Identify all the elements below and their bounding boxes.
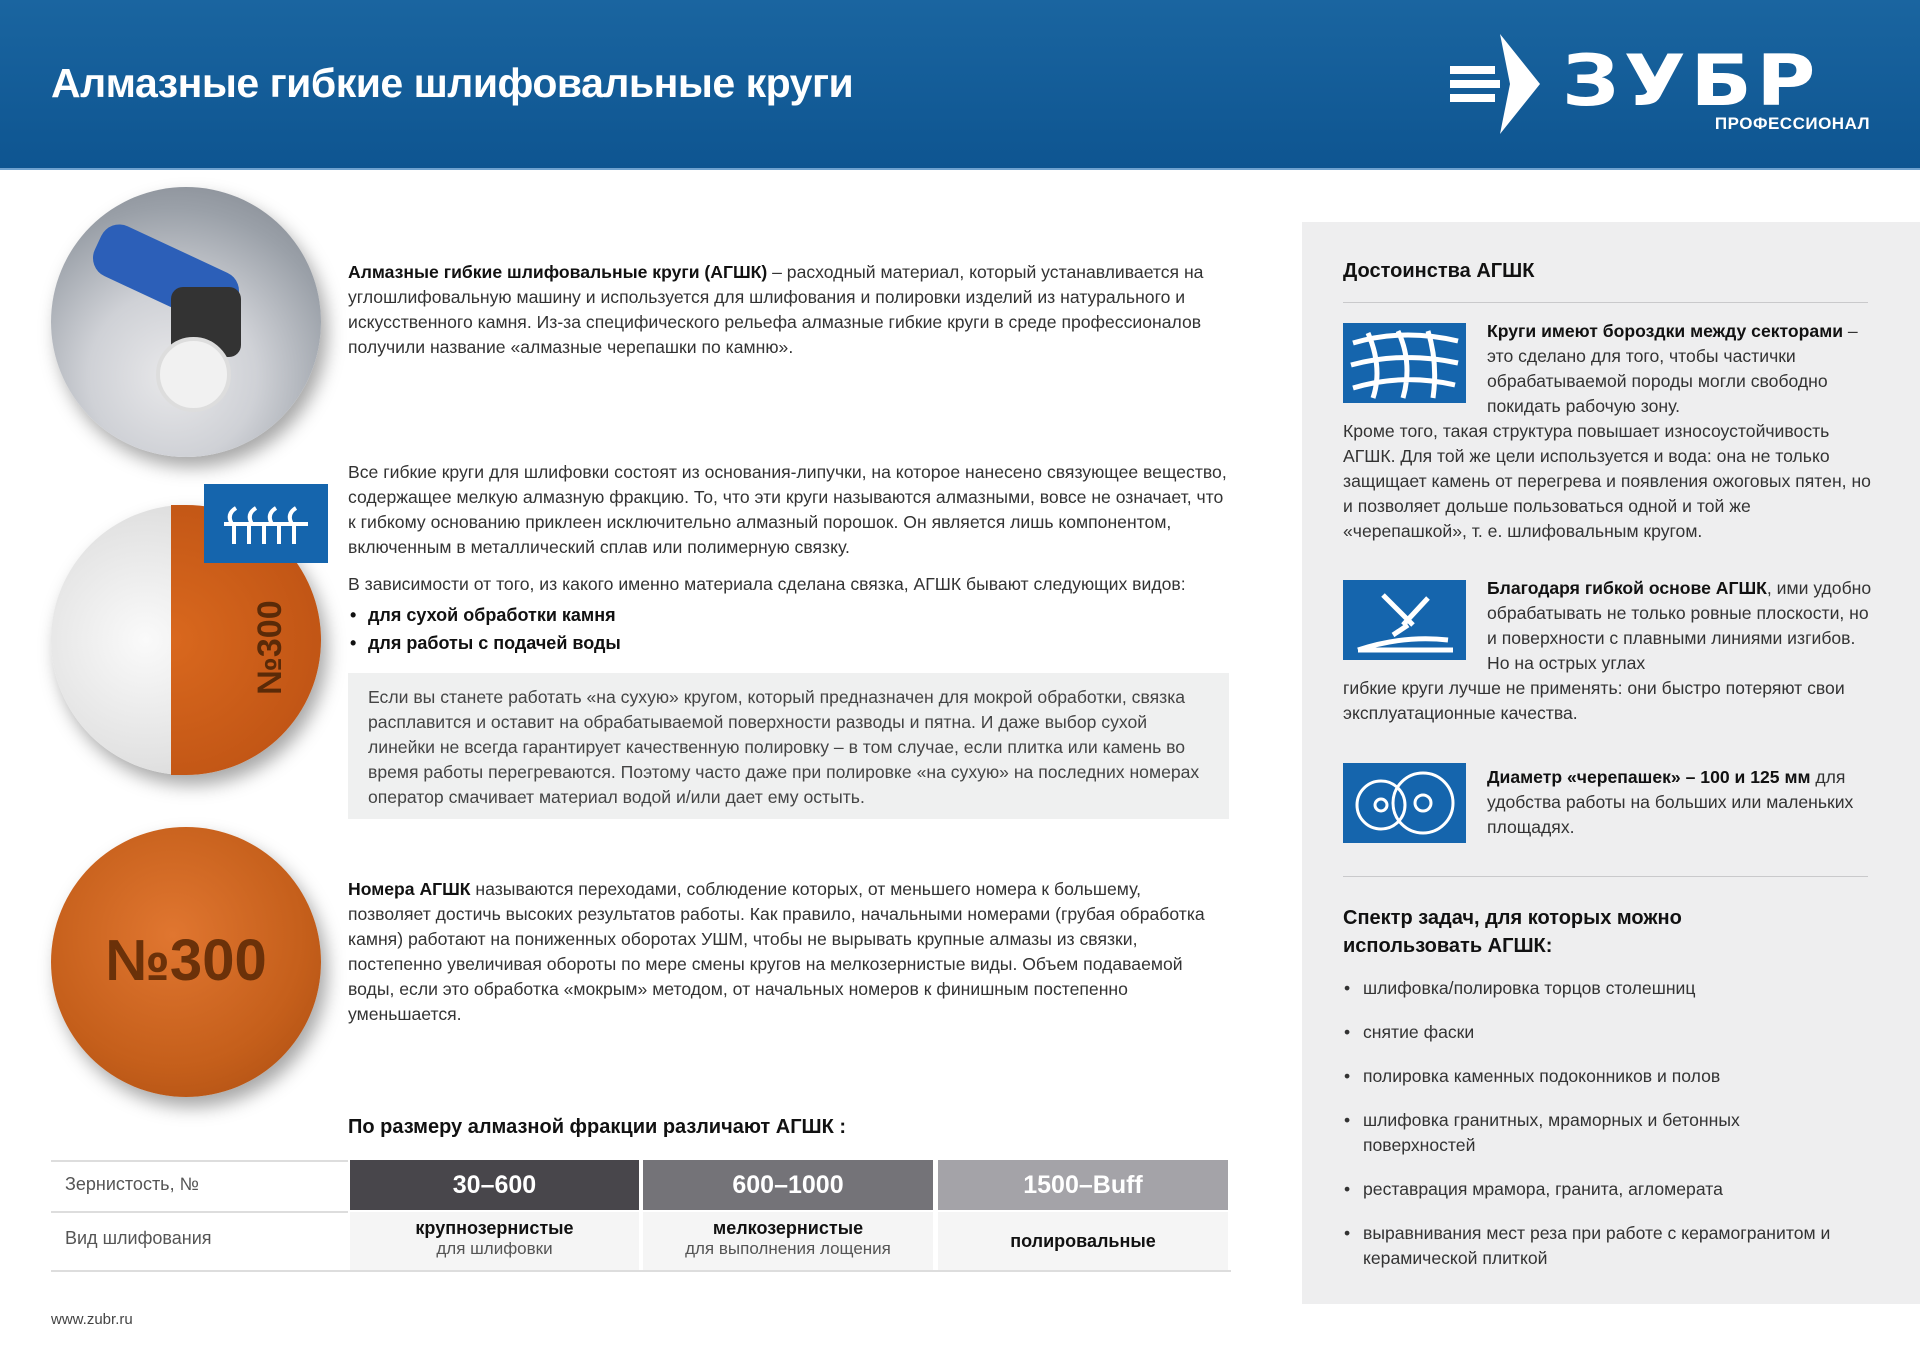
website-link[interactable]: www.zubr.ru (51, 1311, 133, 1328)
grit-cell: 600–1000 (643, 1160, 933, 1210)
type-label: Вид шлифования (65, 1228, 212, 1248)
type-cell: полировальные (938, 1212, 1228, 1270)
structure-section: Все гибкие круги для шлифовки состоят из… (348, 460, 1228, 657)
type-item: для работы с подачей воды (348, 629, 1228, 657)
table-heading: По размеру алмазной фракции различают АГ… (348, 1116, 847, 1138)
grit-cell: 1500–Buff (938, 1160, 1228, 1210)
page-title: Алмазные гибкие шлифовальные круги (51, 60, 854, 106)
flexible-base-icon (1343, 580, 1466, 660)
tasks-list: шлифовка/полировка торцов столешниц снят… (1343, 976, 1868, 1271)
disc-300-photo: №300 (51, 827, 321, 1097)
grid-grooves-icon (1343, 323, 1466, 403)
advantage-2: Благодаря гибкой основе АГШК, ими удобно… (1343, 578, 1872, 723)
advantage-1: Круги имеют бороздки между секторами – э… (1343, 321, 1871, 541)
task-item: полировка каменных подоконников и полов (1343, 1064, 1868, 1089)
types-list: для сухой обработки камня для работы с п… (348, 601, 1228, 657)
advantage-3: Диаметр «черепашек» – 100 и 125 мм для у… (1487, 767, 1854, 837)
numbers-paragraph: Номера АГШК называются переходами, соблю… (348, 879, 1205, 1024)
header-banner: Алмазные гибкие шлифовальные круги ЗУБР … (0, 0, 1920, 170)
grit-cell: 30–600 (350, 1160, 639, 1210)
advantages-heading: Достоинства АГШК (1343, 260, 1535, 282)
task-item: шлифовка/полировка торцов столешниц (1343, 976, 1868, 1001)
intro-paragraph: Алмазные гибкие шлифовальные круги (АГШК… (348, 262, 1204, 357)
logo-arrow-icon (1450, 34, 1540, 134)
task-item: реставрация мрамора, гранита, агломерата (1343, 1177, 1868, 1202)
two-discs-icon (1343, 763, 1466, 843)
advantages-panel: Достоинства АГШК Круги имеют бороздки ме… (1302, 222, 1920, 1304)
type-item: для сухой обработки камня (348, 601, 1228, 629)
tasks-heading: Спектр задач, для которых можно использо… (1343, 907, 1682, 957)
task-item: шлифовка гранитных, мраморных и бетонных… (1343, 1108, 1853, 1158)
velcro-structure-icon (204, 484, 328, 563)
divider (1343, 302, 1868, 303)
type-cell: крупнозернистые для шлифовки (350, 1212, 639, 1270)
warning-note: Если вы станете работать «на сухую» круг… (348, 673, 1229, 819)
divider (1343, 876, 1868, 877)
grit-table: Зернистость, № Вид шлифования 30–600 600… (51, 1160, 1231, 1272)
task-item: снятие фаски (1343, 1020, 1868, 1045)
task-item: выравнивания мест реза при работе с кера… (1343, 1221, 1863, 1271)
type-cell: мелкозернистые для выполнения лощения (643, 1212, 933, 1270)
zubr-logo: ЗУБР ПРОФЕССИОНАЛ (1450, 34, 1870, 139)
grit-label: Зернистость, № (65, 1174, 199, 1194)
grinder-photo (51, 187, 321, 457)
